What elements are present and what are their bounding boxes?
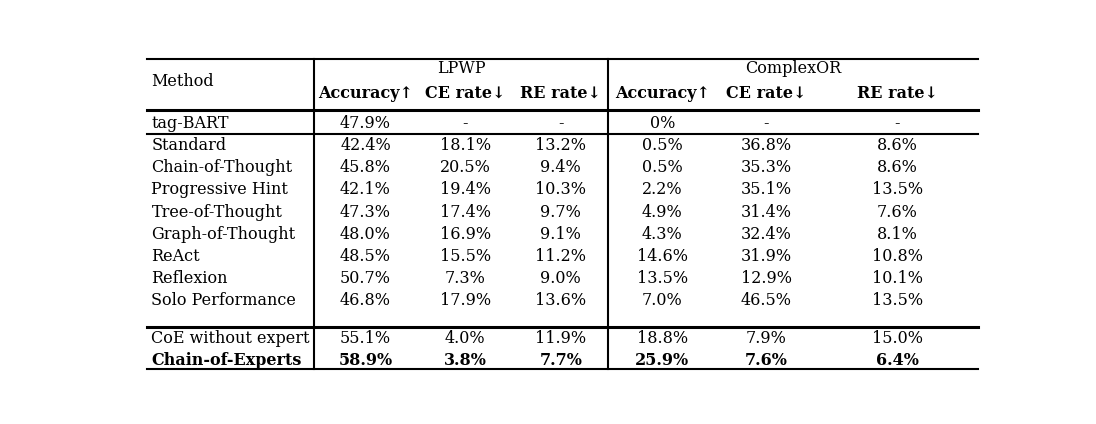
Text: 46.8%: 46.8% [340, 293, 391, 310]
Text: 15.0%: 15.0% [871, 330, 923, 347]
Text: 4.9%: 4.9% [642, 204, 683, 220]
Text: Tree-of-Thought: Tree-of-Thought [151, 204, 283, 220]
Text: 4.3%: 4.3% [642, 226, 683, 243]
Text: 47.3%: 47.3% [340, 204, 391, 220]
Text: 42.1%: 42.1% [340, 181, 391, 198]
Text: 58.9%: 58.9% [339, 352, 392, 369]
Text: 9.7%: 9.7% [540, 204, 581, 220]
Text: 4.0%: 4.0% [445, 330, 486, 347]
Text: RE rate↓: RE rate↓ [857, 85, 938, 102]
Text: -: - [463, 115, 468, 132]
Text: Accuracy↑: Accuracy↑ [318, 85, 413, 102]
Text: CE rate↓: CE rate↓ [425, 85, 505, 102]
Text: Solo Performance: Solo Performance [151, 293, 296, 310]
Text: CE rate↓: CE rate↓ [727, 85, 807, 102]
Text: 18.8%: 18.8% [637, 330, 688, 347]
Text: 14.6%: 14.6% [637, 248, 688, 265]
Text: 8.6%: 8.6% [877, 137, 917, 154]
Text: -: - [764, 115, 769, 132]
Text: 32.4%: 32.4% [741, 226, 791, 243]
Text: -: - [558, 115, 563, 132]
Text: 2.2%: 2.2% [642, 181, 683, 198]
Text: 9.4%: 9.4% [540, 159, 581, 176]
Text: Chain-of-Experts: Chain-of-Experts [151, 352, 301, 369]
Text: Progressive Hint: Progressive Hint [151, 181, 288, 198]
Text: 13.5%: 13.5% [637, 270, 688, 287]
Text: 7.6%: 7.6% [745, 352, 788, 369]
Text: 9.1%: 9.1% [540, 226, 581, 243]
Text: 42.4%: 42.4% [340, 137, 391, 154]
Text: 13.5%: 13.5% [871, 181, 923, 198]
Text: 10.3%: 10.3% [535, 181, 586, 198]
Text: 31.4%: 31.4% [741, 204, 792, 220]
Text: tag-BART: tag-BART [151, 115, 229, 132]
Text: ComplexOR: ComplexOR [745, 60, 842, 77]
Text: 13.2%: 13.2% [535, 137, 586, 154]
Text: 8.6%: 8.6% [877, 159, 917, 176]
Text: 35.1%: 35.1% [741, 181, 792, 198]
Text: 7.6%: 7.6% [877, 204, 917, 220]
Text: 19.4%: 19.4% [439, 181, 491, 198]
Text: 36.8%: 36.8% [741, 137, 792, 154]
Text: 11.9%: 11.9% [535, 330, 586, 347]
Text: 9.0%: 9.0% [540, 270, 581, 287]
Text: 6.4%: 6.4% [876, 352, 918, 369]
Text: 20.5%: 20.5% [439, 159, 491, 176]
Text: 13.5%: 13.5% [871, 293, 923, 310]
Text: 18.1%: 18.1% [439, 137, 491, 154]
Text: 0%: 0% [650, 115, 675, 132]
Text: 0.5%: 0.5% [642, 137, 683, 154]
Text: 35.3%: 35.3% [741, 159, 792, 176]
Text: 48.5%: 48.5% [340, 248, 391, 265]
Text: Chain-of-Thought: Chain-of-Thought [151, 159, 293, 176]
Text: 7.7%: 7.7% [539, 352, 582, 369]
Text: 25.9%: 25.9% [636, 352, 689, 369]
Text: CoE without expert: CoE without expert [151, 330, 310, 347]
Text: 15.5%: 15.5% [439, 248, 491, 265]
Text: Method: Method [151, 73, 214, 89]
Text: 7.0%: 7.0% [642, 293, 683, 310]
Text: ReAct: ReAct [151, 248, 201, 265]
Text: 50.7%: 50.7% [340, 270, 391, 287]
Text: RE rate↓: RE rate↓ [521, 85, 602, 102]
Text: 17.4%: 17.4% [439, 204, 491, 220]
Text: 8.1%: 8.1% [877, 226, 917, 243]
Text: 7.3%: 7.3% [445, 270, 486, 287]
Text: 31.9%: 31.9% [741, 248, 792, 265]
Text: 46.5%: 46.5% [741, 293, 792, 310]
Text: 13.6%: 13.6% [535, 293, 586, 310]
Text: 11.2%: 11.2% [535, 248, 586, 265]
Text: 10.8%: 10.8% [871, 248, 923, 265]
Text: 0.5%: 0.5% [642, 159, 683, 176]
Text: 3.8%: 3.8% [444, 352, 487, 369]
Text: Accuracy↑: Accuracy↑ [615, 85, 710, 102]
Text: 10.1%: 10.1% [871, 270, 923, 287]
Text: 16.9%: 16.9% [439, 226, 491, 243]
Text: -: - [894, 115, 900, 132]
Text: 48.0%: 48.0% [340, 226, 391, 243]
Text: 12.9%: 12.9% [741, 270, 792, 287]
Text: 45.8%: 45.8% [340, 159, 391, 176]
Text: 17.9%: 17.9% [439, 293, 491, 310]
Text: Reflexion: Reflexion [151, 270, 228, 287]
Text: 55.1%: 55.1% [340, 330, 391, 347]
Text: LPWP: LPWP [436, 60, 486, 77]
Text: Standard: Standard [151, 137, 227, 154]
Text: Graph-of-Thought: Graph-of-Thought [151, 226, 296, 243]
Text: 7.9%: 7.9% [746, 330, 787, 347]
Text: 47.9%: 47.9% [340, 115, 391, 132]
